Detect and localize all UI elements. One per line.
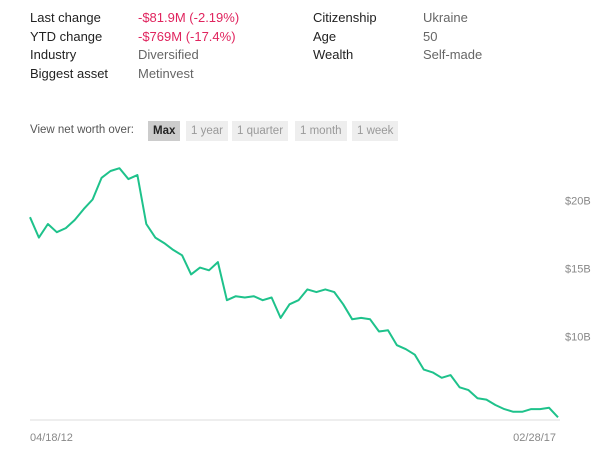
info-label: Wealth [313,47,354,62]
info-label: Biggest asset [30,65,109,81]
info-value: Diversified [138,47,199,62]
y-tick-label: $15B [565,264,591,276]
y-tick-label: $20B [565,196,591,208]
range-button[interactable]: 1 month [295,121,347,141]
info-label: YTD change [30,28,103,44]
net-worth-chart: $20B $15B $10B 04/18/12 02/28/17 [29,167,591,444]
range-button[interactable]: 1 week [352,121,399,141]
x-tick-label: 04/18/12 [30,432,73,444]
controls-label: View net worth over: [30,124,134,136]
x-tick-label: 02/28/17 [513,432,556,444]
info-label: Industry [30,47,77,62]
info-label: Citizenship [313,10,377,25]
range-button[interactable]: Max [148,121,181,141]
info-label: Last change [30,10,101,25]
net-worth-line [29,167,559,418]
info-label: Age [313,28,337,44]
info-value: Ukraine [423,10,468,25]
y-tick-label: $10B [565,332,591,344]
info-value: -$769M (-17.4%) [138,28,236,44]
info-value: Metinvest [138,65,194,81]
range-button[interactable]: 1 year [186,121,228,141]
info-value: 50 [423,28,438,44]
range-button[interactable]: 1 quarter [232,121,289,141]
info-value: Self-made [423,47,483,62]
info-value: -$81.9M (-2.19%) [138,10,240,25]
